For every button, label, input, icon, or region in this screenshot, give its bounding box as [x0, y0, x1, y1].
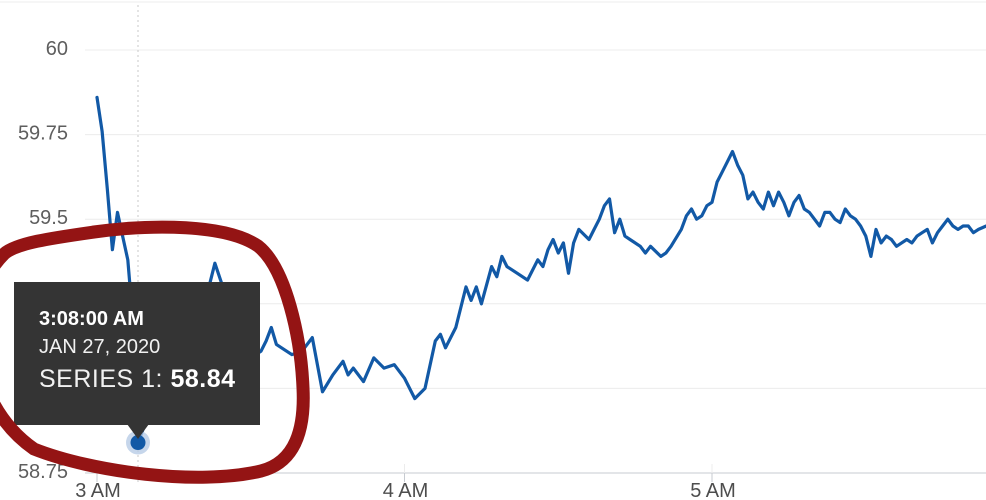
y-axis-label: 59.75 — [18, 123, 68, 145]
chart-tooltip: 3:08:00 AM JAN 27, 2020 SERIES 1: 58.84 — [14, 282, 260, 439]
tooltip-series-value: 58.84 — [170, 365, 236, 393]
tooltip-date: JAN 27, 2020 — [39, 336, 161, 358]
tooltip-time: 3:08:00 AM — [39, 308, 144, 330]
x-axis-label: 4 AM — [383, 480, 429, 500]
tooltip-series-row: SERIES 1: 58.84 — [39, 362, 242, 396]
y-axis-label: 59.5 — [29, 207, 68, 229]
tooltip-series-label: SERIES 1: — [39, 365, 171, 393]
y-axis-label: 60 — [46, 38, 68, 60]
y-axis-label: 58.75 — [18, 461, 68, 483]
tooltip-pointer-arrow-icon — [127, 424, 149, 439]
x-axis-label: 3 AM — [75, 480, 121, 500]
x-axis-label: 5 AM — [690, 480, 736, 500]
